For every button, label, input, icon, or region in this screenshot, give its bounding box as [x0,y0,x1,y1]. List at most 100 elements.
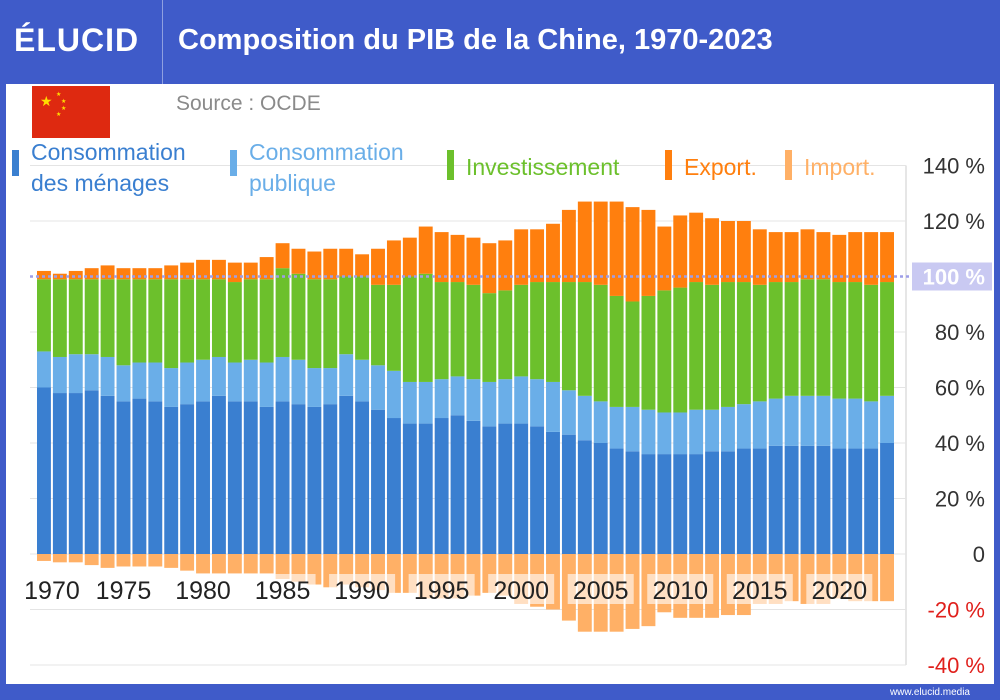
legend-label-imports: Import. [804,154,876,180]
x-tick-label: 2020 [812,577,868,605]
bar-household-2006 [609,448,624,554]
bar-investment-1999 [498,290,513,380]
bar-imports-1982 [227,554,242,574]
bar-exports-2005 [593,201,608,285]
bar-investment-1982 [227,282,242,363]
bar-investment-2005 [593,284,608,402]
bar-public-2018 [800,395,815,446]
bar-investment-2021 [848,282,863,399]
bar-investment-2011 [689,282,704,410]
bar-exports-1988 [323,248,338,280]
bar-investment-1970 [37,279,51,352]
bar-exports-1975 [116,268,131,280]
bar-household-1997 [466,420,481,554]
bar-public-1990 [355,359,370,402]
x-label-bg [90,574,157,604]
bar-household-2019 [816,445,831,554]
bar-public-1972 [68,354,83,394]
bar-public-2014 [736,404,751,449]
bar-household-2022 [864,448,879,554]
bar-public-2017 [784,395,799,446]
bar-investment-1983 [243,279,258,360]
bar-household-1991 [371,409,385,554]
bar-investment-2002 [546,282,560,382]
bar-exports-1991 [371,248,385,285]
bar-exports-2017 [784,232,799,283]
bar-household-1977 [148,401,163,554]
bar-exports-1995 [434,232,449,283]
bar-exports-2001 [530,229,545,283]
bar-household-2010 [673,454,688,554]
bar-investment-1986 [291,273,306,360]
bar-imports-1978 [164,554,179,568]
bar-investment-1977 [148,279,163,363]
x-tick-label: 1980 [175,577,231,605]
bar-public-2003 [561,390,576,435]
bar-public-2000 [514,376,529,424]
bar-household-2004 [577,440,592,554]
bar-household-1974 [100,395,115,554]
bar-imports-1974 [100,554,115,568]
bar-household-1979 [180,404,195,554]
bar-investment-1971 [52,279,67,357]
bar-public-2005 [593,401,608,443]
bar-investment-1984 [259,279,274,363]
bar-investment-2017 [784,282,799,396]
bar-public-1971 [52,356,67,394]
bar-exports-2015 [752,229,767,285]
svg-text:★: ★ [56,91,61,98]
bar-public-2022 [864,401,879,449]
bar-exports-1977 [148,268,163,280]
bar-exports-2019 [816,232,831,280]
bar-public-1998 [482,381,497,427]
bar-household-1976 [132,398,147,554]
footer-url[interactable]: www.elucid.media [889,687,970,698]
bar-public-2012 [705,409,720,452]
bar-household-1982 [227,401,242,554]
bar-exports-2002 [546,223,560,283]
bar-exports-1982 [227,262,242,283]
bar-exports-2000 [514,229,529,285]
bar-investment-2008 [641,295,656,410]
bar-household-1978 [164,406,179,554]
bar-investment-1975 [116,279,131,366]
svg-text:★: ★ [61,105,66,112]
x-tick-label: 1995 [414,577,470,605]
bar-public-1978 [164,368,179,407]
x-label-bg [170,574,237,604]
bar-exports-2021 [848,232,863,283]
bar-exports-1971 [52,273,67,280]
bar-investment-2012 [705,284,720,410]
bar-household-2021 [848,448,863,554]
y-tick-label: -40 % [928,653,985,678]
bar-public-2016 [768,398,783,446]
x-label-bg [18,574,85,604]
bar-public-1974 [100,356,115,396]
legend-label-investment: Investissement [466,154,620,180]
bar-investment-1976 [132,279,147,363]
bar-imports-1971 [52,554,67,563]
bar-household-2020 [832,448,847,554]
bar-public-1997 [466,379,481,421]
bar-public-2011 [689,409,704,455]
bar-exports-1994 [418,226,433,274]
bar-investment-2022 [864,284,879,402]
x-tick-label: 1985 [255,577,311,605]
y-tick-label: 60 % [935,376,985,401]
bar-exports-1985 [275,243,290,269]
bar-public-1988 [323,368,338,405]
bar-public-2009 [657,412,672,455]
bar-public-1994 [418,381,433,424]
bar-imports-1984 [259,554,274,574]
bar-investment-1985 [275,268,290,357]
bar-household-1986 [291,404,306,554]
x-tick-label: 2010 [652,577,708,605]
bar-public-2001 [530,379,545,427]
bar-exports-2020 [832,234,847,283]
bar-exports-1981 [211,259,226,280]
bar-investment-2020 [832,282,847,399]
bar-investment-2013 [721,282,735,407]
bar-exports-1983 [243,262,258,280]
legend-label-exports: Export. [684,154,757,180]
bar-household-1973 [84,390,99,554]
